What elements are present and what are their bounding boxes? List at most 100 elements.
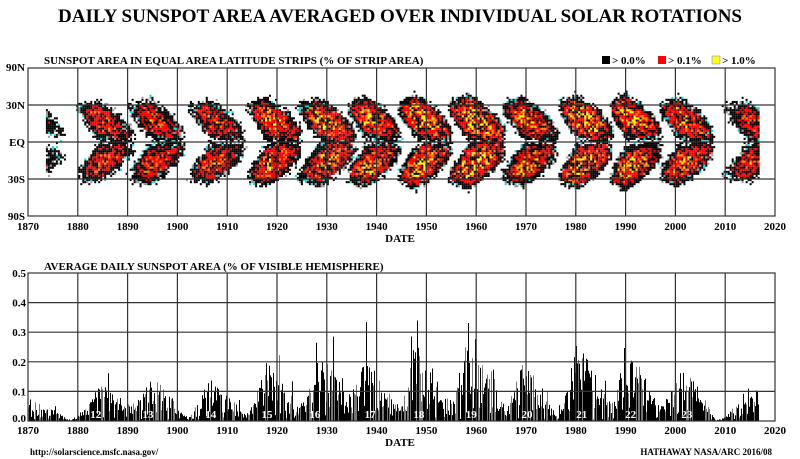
butterfly-cell (312, 172, 315, 175)
butterfly-cell (139, 117, 142, 120)
butterfly-cell (363, 121, 366, 124)
butterfly-cell (90, 158, 93, 161)
butterfly-cell (157, 133, 160, 136)
butterfly-cell (233, 164, 236, 167)
butterfly-cell (399, 139, 402, 142)
butterfly-cell (163, 164, 166, 167)
butterfly-cell (411, 168, 414, 171)
butterfly-cell (215, 160, 218, 163)
butterfly-cell (106, 127, 109, 130)
butterfly-cell (263, 119, 266, 122)
butterfly-cell (98, 123, 101, 126)
butterfly-cell (377, 113, 380, 116)
butterfly-cell (361, 113, 364, 116)
butterfly-cell (49, 115, 52, 118)
butterfly-cell (197, 156, 200, 159)
butterfly-cell (361, 168, 364, 171)
butterfly-cell (153, 123, 156, 126)
butterfly-cell (324, 111, 327, 114)
butterfly-cell (165, 154, 168, 157)
butterfly-cell (287, 148, 289, 151)
butterfly-cell (92, 129, 95, 132)
butterfly-cell (213, 156, 216, 159)
butterfly-cell (120, 123, 123, 126)
butterfly-cell (326, 100, 329, 103)
butterfly-cell (355, 164, 358, 167)
butterfly-cell (354, 133, 357, 136)
butterfly-cell (195, 176, 198, 179)
butterfly-cell (223, 133, 226, 136)
butterfly-cell (128, 129, 131, 132)
butterfly-cell (348, 123, 351, 126)
butterfly-cell (269, 160, 271, 163)
butterfly-cell (344, 148, 347, 151)
butterfly-cell (312, 113, 315, 116)
butterfly-cell (365, 105, 368, 108)
butterfly-cell (340, 152, 343, 155)
butterfly-cell (203, 109, 206, 112)
butterfly-cell (197, 107, 200, 110)
butterfly-cell (407, 125, 410, 128)
butterfly-cell (326, 131, 329, 134)
butterfly-cell (221, 162, 224, 165)
butterfly-cell (147, 152, 150, 155)
butterfly-cell (411, 123, 414, 126)
butterfly-cell (259, 158, 262, 161)
butterfly-cell (395, 148, 398, 151)
butterfly-cell (369, 115, 372, 118)
butterfly-cell (112, 135, 115, 138)
butterfly-cell (120, 133, 123, 136)
butterfly-cell (179, 131, 182, 134)
butterfly-cell (221, 127, 224, 130)
butterfly-cell (265, 174, 267, 177)
butterfly-cell (273, 102, 275, 105)
butterfly-cell (365, 98, 368, 101)
butterfly-cell (110, 158, 113, 161)
butterfly-cell (340, 133, 343, 136)
butterfly-cell (223, 164, 226, 167)
butterfly-cell (330, 133, 333, 136)
butterfly-cell (127, 105, 130, 108)
butterfly-cell (308, 172, 311, 175)
butterfly-cell (363, 123, 366, 126)
butterfly-cell (275, 154, 277, 157)
butterfly-cell (129, 115, 132, 118)
butterfly-cell (135, 115, 138, 118)
butterfly-cell (318, 123, 321, 126)
butterfly-cell (55, 146, 58, 149)
butterfly-cell (161, 146, 164, 149)
butterfly-cell (213, 129, 216, 132)
butterfly-cell (116, 166, 119, 169)
butterfly-cell (322, 100, 325, 103)
butterfly-cell (161, 111, 164, 114)
butterfly-cell (369, 131, 372, 134)
butterfly-cell (211, 158, 214, 161)
butterfly-cell (51, 119, 54, 122)
butterfly-cell (173, 113, 176, 116)
butterfly-cell (147, 150, 150, 153)
butterfly-cell (191, 109, 194, 112)
butterfly-cell (332, 113, 335, 116)
butterfly-cell (344, 142, 347, 145)
butterfly-cell (255, 179, 258, 182)
butterfly-cell (289, 137, 291, 140)
butterfly-cell (407, 164, 410, 167)
butterfly-cell (102, 123, 105, 126)
butterfly-cell (96, 105, 99, 108)
butterfly-cell (219, 164, 222, 167)
butterfly-cell (201, 121, 204, 124)
butterfly-cell (163, 144, 166, 147)
butterfly-cell (98, 117, 101, 120)
butterfly-cell (289, 164, 291, 167)
butterfly-cell (330, 150, 333, 153)
butterfly-cell (359, 100, 362, 103)
butterfly-cell (143, 107, 146, 110)
butterfly-cell (133, 117, 136, 120)
butterfly-cell (211, 123, 214, 126)
butterfly-cell (217, 181, 220, 184)
butterfly-cell (151, 129, 154, 132)
butterfly-cell (363, 113, 366, 116)
butterfly-cell (306, 160, 309, 163)
butterfly-cell (145, 129, 148, 132)
butterfly-cell (59, 131, 62, 134)
